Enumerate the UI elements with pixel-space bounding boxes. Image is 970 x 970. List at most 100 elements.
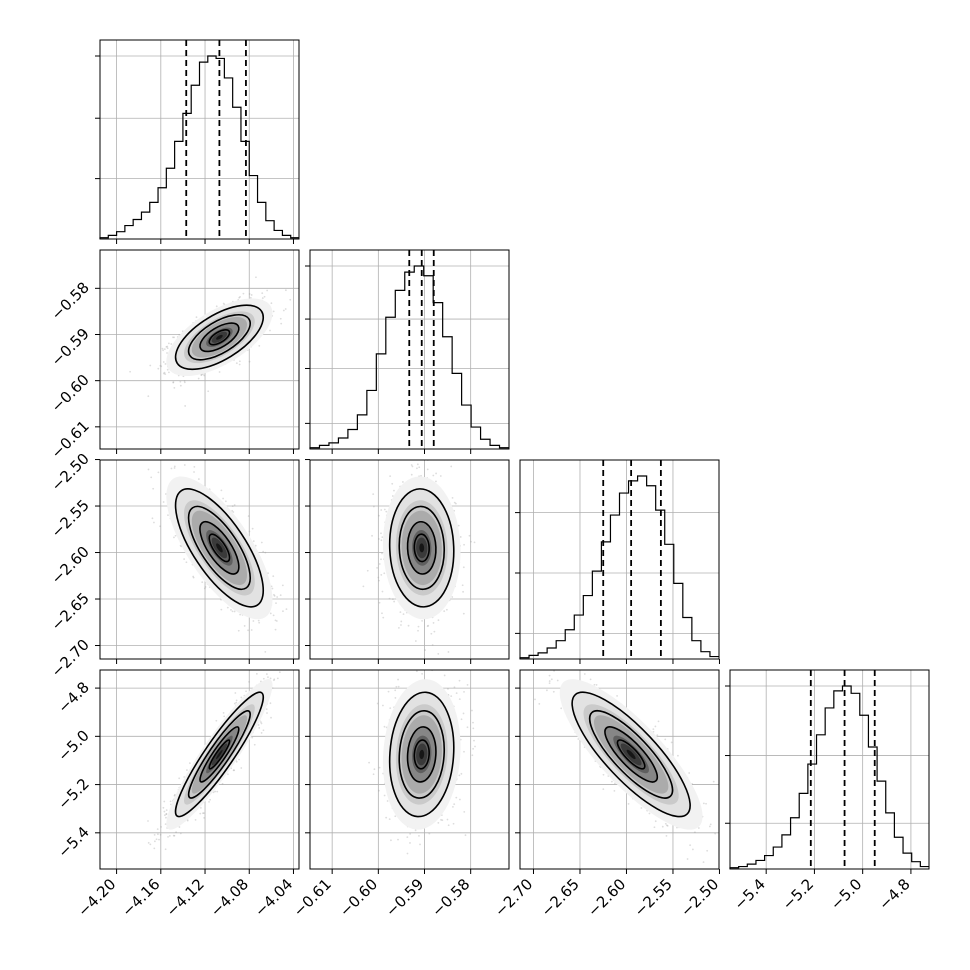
scatter-point [174, 534, 177, 537]
scatter-point [366, 569, 369, 572]
scatter-point [203, 587, 206, 590]
scatter-point [431, 644, 434, 646]
scatter-point [200, 374, 203, 376]
scatter-point [430, 632, 433, 635]
scatter-point [410, 473, 413, 476]
scatter-point [393, 489, 395, 492]
scatter-point [284, 289, 287, 292]
scatter-point [193, 465, 196, 468]
scatter-point [164, 373, 167, 376]
scatter-point [289, 298, 292, 301]
scatter-point [261, 292, 264, 295]
scatter-point [153, 833, 156, 836]
scatter-point [435, 472, 437, 475]
contour-line-0 [174, 488, 265, 608]
scatter-point [230, 608, 232, 611]
scatter-point [400, 624, 402, 626]
scatter-point [222, 497, 225, 500]
scatter-point [280, 322, 283, 325]
scatter-point [451, 496, 454, 499]
scatter-point [253, 743, 256, 746]
scatter-point [281, 584, 284, 587]
scatter-point [414, 640, 417, 642]
scatter-point [167, 342, 170, 345]
scatter-point [248, 530, 251, 533]
scatter-point [381, 590, 384, 593]
scatter-point [274, 628, 277, 631]
scatter-point [160, 826, 163, 828]
y-tick-label: −2.55 [48, 496, 93, 541]
scatter-point [263, 295, 266, 298]
scatter-point [271, 587, 274, 590]
scatter-point [439, 475, 442, 477]
scatter-point [401, 481, 404, 483]
contour-line-2 [199, 520, 240, 575]
scatter-point [166, 345, 169, 348]
scatter-point [215, 719, 218, 722]
scatter-point [266, 289, 269, 292]
scatter-point [381, 552, 383, 555]
scatter-point [255, 276, 257, 279]
axes-frame [729, 669, 930, 870]
scatter-point [153, 840, 156, 843]
scatter-point [276, 596, 279, 598]
scatter-point [462, 612, 465, 615]
scatter-point [381, 612, 383, 615]
density-shade-7 [216, 334, 223, 340]
scatter-point [393, 600, 396, 603]
scatter-point [424, 649, 426, 651]
scatter-point [216, 790, 219, 793]
hist-panel-3: −5.4 −5.2 −5.0 −4.8 [725, 669, 930, 914]
scatter-point [173, 467, 176, 469]
scatter-point [200, 373, 203, 376]
scatter-point [162, 501, 165, 503]
scatter-point [380, 532, 382, 535]
scatter-point [168, 371, 170, 374]
axes-frame [99, 459, 300, 660]
contour-line-0 [388, 488, 455, 608]
scatter-point [450, 465, 453, 468]
scatter-point [399, 611, 402, 614]
scatter-point [157, 471, 160, 474]
scatter-point [251, 527, 254, 530]
scatter-point [173, 465, 176, 468]
scatter-point [473, 541, 476, 544]
scatter-point [397, 626, 400, 629]
scatter-point [416, 467, 418, 470]
scatter-point [257, 619, 260, 622]
scatter-point [362, 585, 365, 588]
scatter-point [270, 585, 273, 588]
scatter-point [380, 509, 383, 511]
scatter-point [163, 348, 166, 351]
scatter-point [435, 480, 437, 483]
scatter-point [232, 511, 235, 513]
scatter-point [160, 365, 163, 368]
scatter-point [214, 790, 217, 793]
scatter-point [165, 346, 168, 348]
hist-panel-0 [95, 39, 300, 244]
scatter-point [149, 364, 152, 367]
scatter-point [402, 613, 405, 616]
scatter-point [285, 608, 288, 611]
scatter-point [262, 729, 265, 732]
scatter-point [380, 573, 383, 576]
scatter-point [238, 296, 241, 299]
scatter-point [238, 360, 241, 363]
scatter-point [164, 363, 167, 365]
scatter-point [221, 782, 224, 785]
scatter-point [272, 575, 275, 578]
scatter-point [455, 502, 457, 505]
scatter-point [186, 819, 189, 822]
scatter-point [215, 305, 218, 308]
scatter-point [147, 468, 150, 471]
scatter-point [410, 464, 413, 466]
scatter-point [172, 381, 175, 384]
y-tick-label: −0.58 [48, 278, 93, 323]
axes-frame [309, 459, 510, 660]
scatter-point [463, 543, 465, 546]
scatter-point [162, 361, 165, 363]
scatter-point [179, 544, 182, 547]
scatter-point [417, 625, 420, 628]
scatter-point [233, 610, 236, 613]
scatter-point [378, 563, 381, 565]
